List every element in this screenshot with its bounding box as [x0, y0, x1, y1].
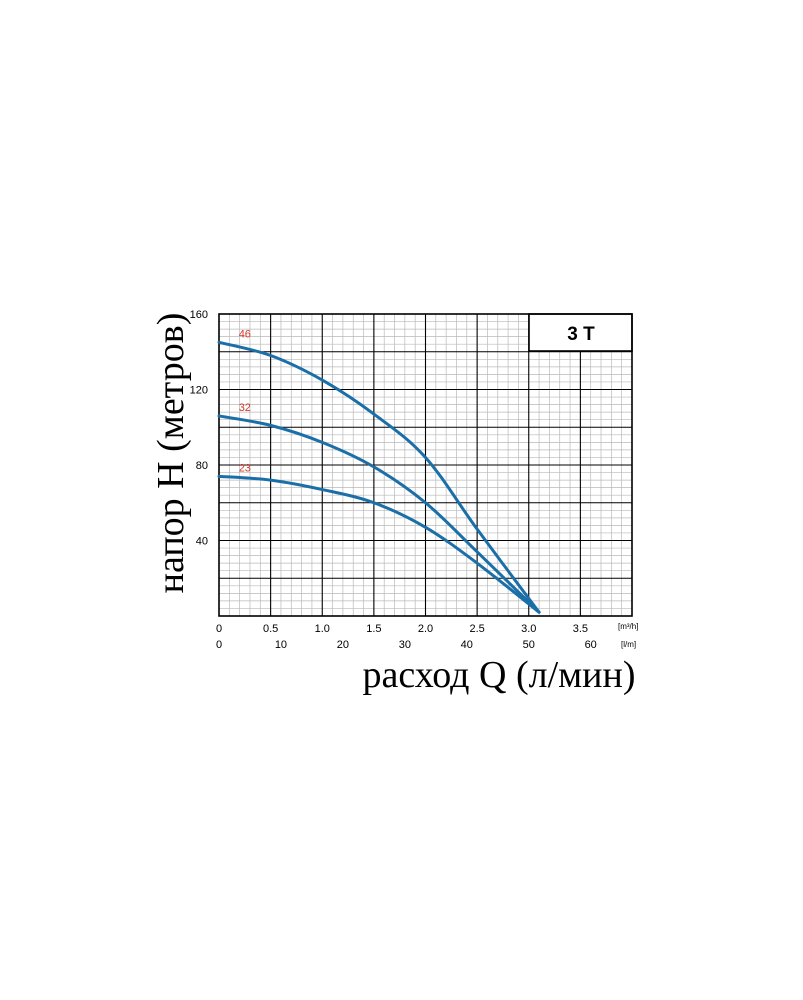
y-tick-label: 40: [196, 536, 208, 548]
x-tick-label-m3h: 2.5: [469, 623, 484, 635]
x-tick-label-lmin: 0: [216, 639, 222, 651]
x-tick-label-lmin: 10: [275, 639, 287, 651]
plot-area-border: [218, 313, 633, 617]
x-tick-label-lmin: 40: [461, 639, 473, 651]
x-tick-label-m3h: 1.5: [366, 623, 381, 635]
performance-curve-32: [217, 414, 541, 614]
x-tick-label-lmin: 60: [585, 639, 597, 651]
curve-label-46: 46: [239, 328, 251, 340]
x-tick-label-lmin: 50: [523, 639, 535, 651]
tick-labels: 40 80 120 160 0 0.5 1.0 1.5 2.0 2.5 3.0 3.5 0 10 20 30 4…: [190, 309, 597, 651]
y-tick-label: 160: [190, 309, 208, 321]
curve-label-23: 23: [239, 462, 251, 474]
performance-curve-23: [217, 474, 541, 614]
x-tick-label-lmin: 30: [399, 639, 411, 651]
x-tick-label-m3h: 3.5: [573, 623, 588, 635]
curve-label-32: 32: [239, 402, 251, 414]
performance-curve-46: [217, 340, 541, 614]
x-unit-lmin: [l/m]: [621, 640, 636, 649]
x-unit-m3h: [m³/h]: [618, 622, 638, 631]
x-tick-label-m3h: 1.0: [315, 623, 330, 635]
y-tick-label: 120: [190, 385, 208, 397]
x-axis-label: расход Q (л/мин): [362, 654, 635, 696]
x-tick-label-m3h: 0: [216, 623, 222, 635]
x-tick-label-m3h: 0.5: [263, 623, 278, 635]
curves: 46 32 23: [217, 328, 541, 614]
model-label-box: [528, 313, 633, 352]
major-grid: [219, 314, 632, 616]
y-tick-label: 80: [196, 460, 208, 472]
model-label: 3 T: [567, 324, 595, 345]
y-axis-label: напор H (метров): [150, 313, 192, 594]
x-tick-label-lmin: 20: [337, 639, 349, 651]
x-tick-label-m3h: 3.0: [521, 623, 536, 635]
x-tick-label-m3h: 2.0: [418, 623, 433, 635]
